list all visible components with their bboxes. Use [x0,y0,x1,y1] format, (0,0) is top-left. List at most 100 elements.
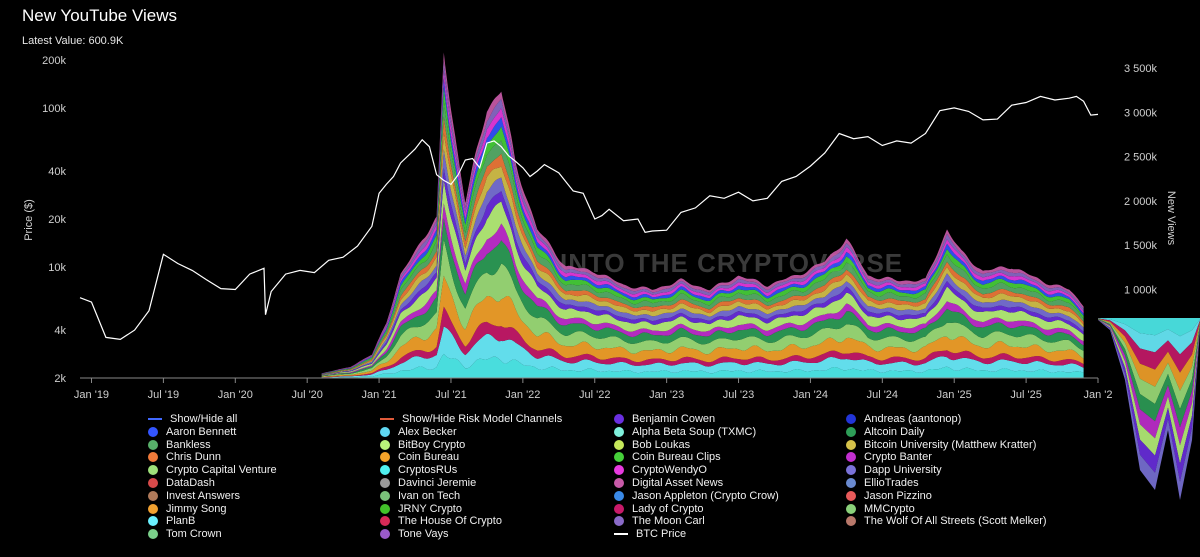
legend-label: Andreas (aantonop) [864,413,962,425]
legend-item[interactable]: Davinci Jeremie [380,477,476,489]
legend-dot-icon [380,478,390,488]
x-tick-label: Jul '22 [579,389,610,401]
x-tick-label: Jan '22 [505,389,540,401]
legend-dot-icon [148,452,158,463]
legend-item[interactable]: Dapp University [846,464,942,476]
legend-item[interactable]: MMCrypto [846,503,915,515]
x-tick-label: Jan '25 [937,389,972,401]
views-area-band [321,239,1084,377]
legend-dot-icon [846,414,856,424]
legend-dot-icon [380,452,390,463]
legend-item[interactable]: Alpha Beta Soup (TXMC) [614,426,756,438]
chart-svg[interactable]: INTO THE CRYPTOVERSE Jan '19 Jul '19 Jan '… [0,0,1200,410]
legend-dot-icon [614,465,624,476]
legend-dot-icon [148,465,158,476]
x-tick-label: Jan '21 [362,389,397,401]
legend-item[interactable]: Coin Bureau Clips [614,451,721,463]
y-right-tick-label: 2 500k [1124,152,1158,164]
legend-item[interactable]: Benjamin Cowen [614,413,715,425]
x-tick-label: Jan '2 [1083,389,1112,401]
legend-item[interactable]: Bankless [148,439,211,451]
legend-item[interactable]: Tom Crown [148,528,222,540]
legend-item[interactable]: Crypto Capital Venture [148,464,277,476]
legend-dot-icon [148,426,158,437]
x-tick-label: Jul '24 [867,389,898,401]
x-tick-label: Jul '19 [148,389,179,401]
legend-item[interactable]: Show/Hide all [148,413,237,425]
y-left-tick-label: 200k [42,55,66,67]
legend-item[interactable]: Show/Hide Risk Model Channels [380,413,562,425]
legend-label: Tom Crown [166,528,222,541]
y-right-tick-label: 2 000k [1124,196,1158,208]
views-stacked-areas [321,52,1084,378]
legend-item[interactable]: Digital Asset News [614,477,723,489]
legend-label: BTC Price [636,528,687,541]
legend-item[interactable]: BTC Price [614,528,686,540]
legend-dot-icon [148,439,158,450]
legend-item[interactable]: The Moon Carl [614,515,705,527]
y-right-tick-label: 1 500k [1124,240,1158,252]
legend-dot-icon [614,490,624,501]
legend-label: Show/Hide Risk Model Channels [402,413,563,425]
legend-label: Jason Appleton (Crypto Crow) [632,489,779,502]
legend-item[interactable]: The Wolf Of All Streets (Scott Melker) [846,515,1047,527]
legend-label: Chris Dunn [166,451,222,464]
legend-dot-icon [380,529,390,540]
x-tick-label: Jan '24 [793,389,828,401]
legend-item[interactable]: Alex Becker [380,426,457,438]
legend-item[interactable]: Jason Pizzino [846,490,932,502]
legend-label: Ivan on Tech [398,489,461,502]
legend-item[interactable]: Invest Answers [148,490,240,502]
legend-label: Crypto Capital Venture [166,464,277,477]
legend-item[interactable]: CryptoWendyO [614,464,707,476]
legend-item[interactable]: CryptosRUs [380,464,457,476]
legend-label: Lady of Crypto [632,502,704,515]
legend-item[interactable]: Tone Vays [380,528,449,540]
legend-dot-icon [614,414,624,424]
legend-dot-icon [148,478,158,488]
legend-label: Invest Answers [166,489,240,502]
legend-item[interactable]: Crypto Banter [846,451,932,463]
legend-dot-icon [614,516,624,527]
legend-item[interactable]: Aaron Bennett [148,426,236,438]
x-tick-label: Jul '20 [291,389,322,401]
legend-item[interactable]: Coin Bureau [380,451,459,463]
legend-item[interactable]: Bob Loukas [614,439,690,451]
legend-dot-icon [380,465,390,476]
legend-dot-icon [148,490,158,501]
legend-item[interactable]: Lady of Crypto [614,503,704,515]
legend-label: PlanB [166,515,196,528]
legend-dot-icon [846,452,856,463]
legend-dot-icon [846,516,856,527]
legend-dot-icon [614,503,624,514]
legend-item[interactable]: Altcoin Daily [846,426,925,438]
x-tick-label: Jan '23 [649,389,684,401]
views-area-band [321,326,1084,378]
legend-item[interactable]: BitBoy Crypto [380,439,465,451]
legend-label: Tone Vays [398,528,449,541]
legend-label: Alpha Beta Soup (TXMC) [632,425,757,438]
legend-item[interactable]: Bitcoin University (Matthew Kratter) [846,439,1036,451]
legend-label: Bitcoin University (Matthew Kratter) [864,438,1037,451]
legend-item[interactable]: DataDash [148,477,215,489]
legend-dot-icon [614,439,624,450]
legend-item[interactable]: Andreas (aantonop) [846,413,961,425]
legend-item[interactable]: The House Of Crypto [380,515,502,527]
legend-label: EllioTrades [864,477,919,489]
legend-dot-icon [148,516,158,527]
legend-item[interactable]: Jimmy Song [148,503,227,515]
y-left-tick-label: 20k [48,214,66,226]
legend-label: The House Of Crypto [398,515,502,528]
legend-item[interactable]: JRNY Crypto [380,503,462,515]
legend-label: Benjamin Cowen [632,413,716,425]
legend-item[interactable]: Chris Dunn [148,451,221,463]
legend-line-icon [614,533,628,536]
legend-dot-icon [380,516,390,527]
legend-label: Alex Becker [398,425,457,438]
x-tick-label: Jul '21 [435,389,466,401]
legend-item[interactable]: Ivan on Tech [380,490,460,502]
legend-item[interactable]: Jason Appleton (Crypto Crow) [614,490,779,502]
legend-item[interactable]: EllioTrades [846,477,919,489]
btc-price-line[interactable] [79,95,1099,341]
legend-item[interactable]: PlanB [148,515,195,527]
